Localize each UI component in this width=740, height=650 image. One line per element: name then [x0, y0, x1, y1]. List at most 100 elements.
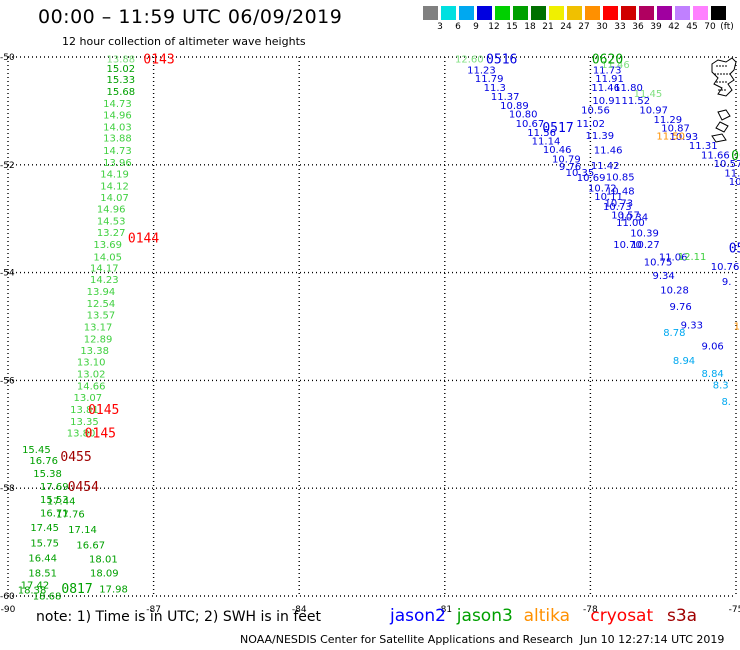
- swh-value: 14.07: [100, 193, 129, 204]
- scale-swatch: [459, 6, 474, 20]
- swh-value: 14.73: [103, 146, 132, 157]
- swh-value: 15.02: [107, 64, 136, 75]
- swh-value: 10.50: [729, 177, 740, 188]
- swh-value: 11.14: [532, 137, 561, 148]
- swh-value: 10.28: [660, 285, 689, 296]
- swh-value: 11.23: [467, 65, 496, 76]
- pass-id-label: 05: [729, 241, 740, 256]
- swh-value: 10.79: [552, 154, 581, 165]
- scale-unit: (ft): [720, 22, 734, 32]
- swh-value: 10.46: [543, 145, 572, 156]
- swh-value: 15.38: [33, 469, 62, 480]
- swh-value: 8.84: [702, 369, 724, 380]
- swh-value: 11.52: [621, 96, 650, 107]
- swh-value: 18.68: [33, 591, 62, 602]
- swh-value: 14.96: [97, 204, 126, 215]
- scale-label: 42: [668, 22, 680, 32]
- x-tick-label: -81: [437, 605, 452, 615]
- swh-value: 17.45: [30, 523, 59, 534]
- scale-label: 21: [542, 22, 554, 32]
- scale-label: 30: [596, 22, 608, 32]
- swh-value: 9.34: [653, 271, 675, 282]
- scale-label: 12: [488, 22, 500, 32]
- swh-value: 10.93: [670, 132, 699, 143]
- swh-value: 17.98: [99, 584, 128, 595]
- swh-value: 11.42: [591, 161, 620, 172]
- scale-label: 45: [686, 22, 698, 32]
- swh-value: 12.89: [84, 334, 113, 345]
- scale-label: 6: [455, 22, 461, 32]
- timestamp: Jun 10 12:27:14 UTC 2019: [580, 633, 725, 646]
- swh-value: 10.39: [630, 229, 659, 240]
- swh-value: 11.02: [576, 119, 605, 130]
- scale-label: 36: [632, 22, 644, 32]
- y-tick-label: -56: [0, 376, 15, 386]
- swh-value: 14.03: [103, 123, 132, 134]
- swh-value: 15.68: [107, 87, 136, 98]
- swh-value: 11: [734, 321, 740, 332]
- swh-value: 13.80: [67, 429, 96, 440]
- swh-value: 11.3: [484, 83, 506, 94]
- legend-jason2: jason2: [390, 606, 446, 626]
- swh-value: 14.23: [90, 275, 119, 286]
- swh-value: 16.67: [76, 540, 105, 551]
- swh-value: 17.76: [56, 510, 85, 521]
- legend-s3a: s3a: [667, 606, 698, 626]
- tick-labels: -90 -87 -84 -81 -78 -75 -50 -52 -54 -56 -58 -60: [0, 53, 740, 615]
- swh-value: 16.44: [28, 554, 57, 565]
- credit-line: NOAA/NESDIS Center for Satellite Applica…: [240, 633, 574, 646]
- scale-swatch: [675, 6, 690, 20]
- swh-value: 11.56: [527, 128, 556, 139]
- y-tick-label: -50: [0, 53, 15, 63]
- scale-swatch: [441, 6, 456, 20]
- legend-cryosat: cryosat: [590, 606, 654, 626]
- swh-value: 10.69: [577, 173, 606, 184]
- swh-value: 13.02: [77, 369, 106, 380]
- swh-value: 16.76: [29, 456, 58, 467]
- grid-lines: [7, 56, 737, 597]
- swh-value: 10.67: [516, 119, 545, 130]
- swh-value: 13.94: [87, 287, 116, 298]
- swh-value: 14.96: [103, 111, 132, 122]
- y-tick-label: -58: [0, 484, 15, 494]
- swh-value: 10.27: [631, 240, 660, 251]
- pass-id-label: 0145: [88, 403, 119, 418]
- swh-value: 8.78: [663, 328, 685, 339]
- scale-swatch: [549, 6, 564, 20]
- scale-swatch: [585, 6, 600, 20]
- swh-value: 11.50: [656, 132, 685, 143]
- scale-swatch: [639, 6, 654, 20]
- swh-value: 10.35: [566, 168, 595, 179]
- coastline-hatch: [714, 65, 730, 91]
- swh-value: 10.70: [613, 240, 642, 251]
- scale-swatch: [711, 6, 726, 20]
- swh-value: 13.10: [77, 358, 106, 369]
- swh-value: 15.45: [22, 445, 51, 456]
- scale-swatch: [621, 6, 636, 20]
- scale-label: 27: [578, 22, 590, 32]
- swh-value: 15.33: [107, 75, 136, 86]
- swh-value: 10.91: [592, 96, 621, 107]
- swh-value: 8.3: [713, 381, 729, 392]
- pass-id-label: 0145: [85, 427, 116, 442]
- swh-value: 14.53: [97, 216, 126, 227]
- scale-swatch: [477, 6, 492, 20]
- swh-value: 14.17: [90, 264, 119, 275]
- swh-value: 16.71: [40, 508, 69, 519]
- scale-swatch: [693, 6, 708, 20]
- pass-id-label: 0144: [128, 232, 159, 247]
- swh-value: 9.: [722, 277, 732, 288]
- x-tick-label: -87: [146, 605, 161, 615]
- swh-value: 11.79: [475, 74, 504, 85]
- swh-value: 11.45: [634, 89, 663, 100]
- swh-value: 10.48: [606, 187, 635, 198]
- scale-swatch: [513, 6, 528, 20]
- scale-label: 18: [524, 22, 536, 32]
- scale-label: 24: [560, 22, 572, 32]
- swh-value: 13.17: [84, 323, 113, 334]
- swh-value: 18.09: [90, 568, 119, 579]
- y-tick-label: -60: [0, 592, 15, 602]
- swh-value: 9.06: [702, 341, 724, 352]
- pass-id-label: 0143: [143, 53, 174, 68]
